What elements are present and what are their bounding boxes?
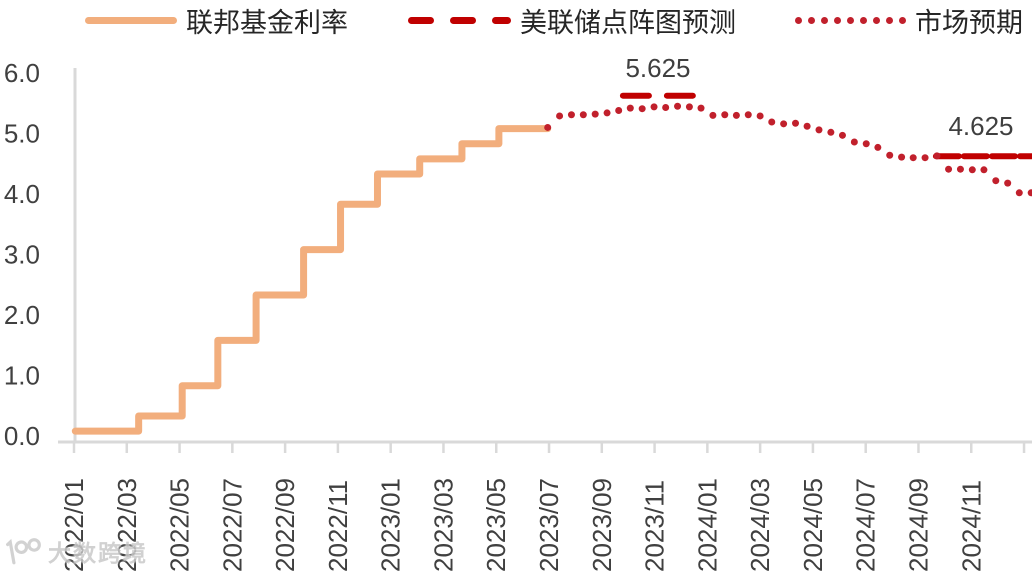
market-expectation-dot (874, 143, 882, 151)
market-expectation-dot (1004, 179, 1012, 187)
market-expectation-dot (792, 119, 800, 127)
x-axis-tick-label: 2024/09 (903, 478, 933, 572)
market-expectation-dot (650, 103, 658, 111)
x-axis-tick-label: 2022/05 (165, 478, 195, 572)
x-axis-tick-label: 2024/07 (851, 478, 881, 572)
y-axis-tick-label: 2.0 (4, 300, 40, 330)
market-expectation-dot (945, 165, 953, 173)
y-axis-tick-label: 4.0 (4, 179, 40, 209)
legend-label-fed-dot-plot: 美联储点阵图预测 (520, 7, 736, 38)
market-expectation-dot (838, 131, 846, 139)
y-axis-tick-label: 6.0 (4, 58, 40, 88)
market-expectation-dot (992, 177, 1000, 185)
market-expectation-dot (1015, 189, 1023, 197)
market-expectation-dot (615, 107, 623, 115)
y-axis-tick-label: 1.0 (4, 361, 40, 391)
market-expectation-dot (721, 111, 729, 119)
x-axis-tick-label: 2022/03 (112, 478, 142, 572)
market-expectation-dot (591, 110, 599, 118)
market-expectation-dot (674, 102, 682, 110)
x-axis-tick-label: 2023/11 (640, 480, 670, 572)
market-expectation-dot (980, 166, 988, 174)
market-expectation-dot (744, 111, 752, 119)
legend-label-fed-funds-rate: 联邦基金利率 (186, 7, 348, 38)
x-axis-tick-label: 2023/03 (428, 478, 458, 572)
market-expectation-dot (815, 126, 823, 134)
x-axis-tick-label: 2024/11 (956, 480, 986, 572)
market-expectation-dot (956, 165, 964, 173)
market-expectation-dot (827, 128, 835, 136)
market-expectation-dot (780, 120, 788, 128)
market-expectation-dot (544, 123, 552, 131)
x-axis-tick-label: 2022/11 (323, 480, 353, 572)
market-expectation-dot (638, 105, 646, 113)
x-axis-tick-label: 2023/07 (534, 478, 564, 572)
y-axis-tick-label: 3.0 (4, 240, 40, 270)
y-axis-tick-label: 0.0 (4, 421, 40, 451)
market-expectation-dot (732, 111, 740, 119)
dot-plot-2023-value-label: 5.625 (625, 53, 691, 83)
x-axis-tick-label: 2023/05 (481, 478, 511, 572)
dotted-line-swatch (795, 16, 906, 24)
market-expectation-dot (709, 111, 717, 119)
market-expectation-dot (626, 104, 634, 112)
legend-item-market-expectation: 市场预期 (795, 4, 1023, 38)
market-expectation-dot (862, 140, 870, 148)
x-axis-tick-label: 2023/01 (376, 478, 406, 572)
market-expectation-dot (886, 151, 894, 159)
market-expectation-dot (909, 154, 917, 162)
x-axis-tick-label: 2024/05 (798, 478, 828, 572)
market-expectation-dot (1027, 189, 1032, 197)
market-expectation-dot (803, 122, 811, 130)
legend-item-fed-dot-plot: 美联储点阵图预测 (408, 4, 736, 38)
dashed-line-swatch (408, 16, 511, 24)
market-expectation-dot (768, 118, 776, 126)
x-axis-tick-label: 2024/03 (745, 478, 775, 572)
market-expectation-dot (756, 112, 764, 120)
dot-plot-2024-value-label: 4.625 (948, 111, 1014, 141)
x-axis-tick-label: 2022/09 (270, 478, 300, 572)
x-axis-tick-label: 2022/07 (217, 478, 247, 572)
market-expectation-dot (968, 166, 976, 174)
market-expectation-dot (898, 153, 906, 161)
x-axis-tick-label: 2022/01 (59, 478, 89, 572)
y-axis-tick-label: 5.0 (4, 119, 40, 149)
market-expectation-dot (933, 152, 941, 160)
x-axis-tick-label: 2024/01 (692, 478, 722, 572)
market-expectation-dot (697, 104, 705, 112)
market-expectation-dot (850, 138, 858, 146)
market-expectation-dot (921, 154, 929, 162)
market-expectation-dot (579, 111, 587, 119)
legend-label-market-expectation: 市场预期 (915, 7, 1023, 38)
market-expectation-dot (603, 109, 611, 117)
fed-funds-rate-step-line (71, 125, 552, 435)
market-expectation-dot (556, 112, 564, 120)
solid-line-swatch (85, 16, 177, 24)
market-expectation-dot (662, 103, 670, 111)
x-axis-tick-label: 2023/09 (587, 478, 617, 572)
legend-item-fed-funds-rate: 联邦基金利率 (85, 4, 348, 38)
market-expectation-dot (567, 111, 575, 119)
market-expectation-dot (685, 103, 693, 111)
